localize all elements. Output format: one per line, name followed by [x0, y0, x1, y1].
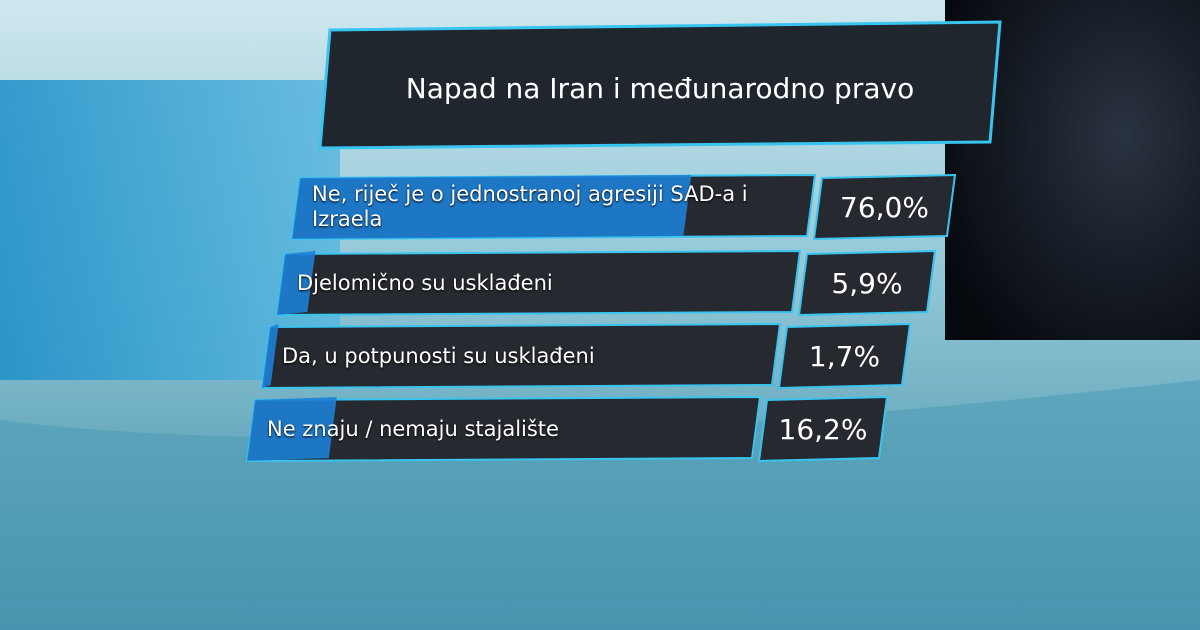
category-label: Djelomično su usklađeni [297, 270, 553, 295]
bar [292, 175, 692, 239]
bar [277, 251, 316, 315]
value-label: 1,7% [809, 340, 880, 373]
value-box [757, 395, 889, 463]
label-wrap: Djelomično su usklađeni [297, 270, 553, 295]
title-wrap: Napad na Iran i međunarodno pravo [405, 72, 915, 105]
label-wrap: Da, u potpunosti su usklađeni [282, 343, 595, 368]
value-label: 76,0% [840, 191, 929, 224]
category-label: Ne, riječ je o jednostranoj agresiji SAD… [312, 182, 748, 231]
value-box [777, 322, 912, 390]
value-box [812, 173, 957, 241]
label-box [260, 322, 782, 390]
rows: Ne, riječ je o jednostranoj agresiji SAD… [245, 173, 957, 463]
bar [262, 324, 279, 388]
value-label: 16,2% [779, 413, 868, 446]
bar [247, 397, 337, 461]
value-box [797, 249, 937, 317]
value-label: 5,9% [831, 267, 902, 300]
title-box [318, 20, 1002, 150]
label-wrap: Ne, riječ je o jednostranoj agresiji SAD… [312, 182, 748, 231]
category-label: Da, u potpunosti su usklađeni [282, 343, 595, 368]
chart-title: Napad na Iran i međunarodno pravo [405, 72, 915, 105]
label-box [275, 249, 802, 317]
category-label: Ne znaju / nemaju stajalište [267, 416, 559, 441]
label-wrap: Ne znaju / nemaju stajalište [267, 416, 559, 441]
